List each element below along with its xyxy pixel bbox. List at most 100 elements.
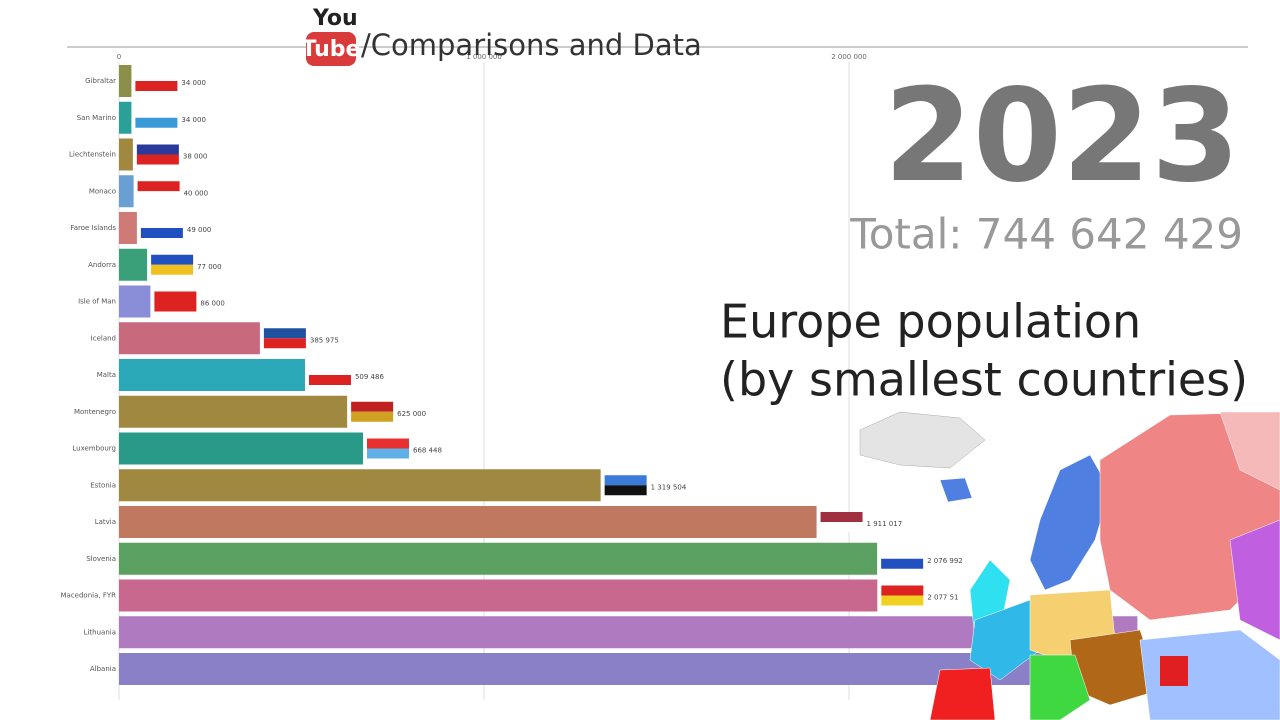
value-label: 38 000 — [183, 153, 208, 161]
flag-icon — [135, 117, 178, 128]
flag-icon — [151, 264, 194, 275]
flag-icon — [881, 595, 924, 606]
flag-icon — [820, 522, 863, 532]
bar — [119, 469, 601, 502]
year: 2023 — [884, 62, 1240, 211]
y-tick-label: Estonia — [90, 481, 116, 489]
map-shape — [1219, 411, 1280, 491]
flag-icon — [135, 107, 178, 118]
flag-icon — [308, 375, 351, 385]
bar — [119, 138, 133, 171]
value-label: 2 077 51 — [927, 594, 958, 602]
bar — [119, 212, 137, 244]
total: Total: 744 642 429 — [849, 210, 1243, 259]
y-tick-label: Albania — [90, 665, 116, 673]
bar — [119, 506, 817, 538]
map-shape — [939, 477, 973, 503]
y-tick-label: Monaco — [89, 187, 116, 195]
flag-icon — [1160, 656, 1188, 686]
flag-icon — [881, 585, 924, 596]
flag-icon — [366, 448, 409, 459]
value-label: 625 000 — [397, 410, 426, 418]
map-shape — [1229, 519, 1280, 641]
flag-icon — [351, 411, 394, 422]
chart-title: (by smallest countries) — [720, 353, 1248, 407]
y-tick-label: Faroe Islands — [70, 224, 116, 232]
value-label: 40 000 — [184, 189, 209, 197]
flag-icon — [136, 144, 179, 155]
bar — [119, 65, 132, 97]
y-tick-label: San Marino — [77, 114, 116, 122]
y-tick-label: Andorra — [88, 261, 116, 269]
flag-icon — [154, 291, 197, 302]
flag-icon — [135, 71, 178, 81]
flag-icon — [351, 401, 394, 412]
value-label: 49 000 — [187, 226, 212, 234]
y-tick-label: Macedonia, FYR — [61, 592, 117, 600]
flag-icon — [140, 228, 183, 238]
flag-icon — [151, 254, 194, 265]
x-tick-label: 1 000 000 — [466, 53, 502, 61]
map-shape — [1139, 629, 1280, 720]
logo-box — [306, 32, 356, 66]
flag-icon — [604, 485, 647, 496]
flag-icon — [263, 328, 306, 339]
y-tick-label: Isle of Man — [78, 298, 116, 306]
bar — [119, 616, 1138, 649]
bar — [119, 432, 363, 465]
value-label: 1 911 017 — [867, 520, 903, 528]
flag-icon — [136, 154, 179, 165]
map-shape — [859, 411, 986, 469]
logo: You Tube /Comparisons and Data — [302, 6, 702, 66]
flag-icon — [154, 301, 197, 312]
flag-icon — [308, 365, 351, 375]
y-tick-label: Lithuania — [84, 628, 116, 636]
value-label: 385 975 — [310, 336, 339, 344]
value-label: 668 448 — [413, 447, 442, 455]
map-shape — [929, 667, 996, 720]
flag-icon — [135, 81, 178, 91]
bar — [119, 248, 148, 281]
flag-icon — [820, 512, 863, 522]
value-label: 34 000 — [181, 79, 206, 87]
flag-icon — [140, 218, 183, 228]
y-tick-label: Gibraltar — [85, 77, 116, 85]
bar — [119, 395, 348, 428]
value-label: 509 486 — [355, 373, 384, 381]
flag-icon — [366, 438, 409, 449]
bar — [119, 101, 132, 134]
value-label: 34 000 — [181, 116, 206, 124]
channel-name: /Comparisons and Data — [361, 28, 702, 62]
value-label: 2 076 992 — [927, 557, 963, 565]
flag-icon — [881, 548, 924, 559]
flag-icon — [263, 338, 306, 349]
y-tick-label: Luxembourg — [72, 445, 116, 453]
map-shape — [1029, 454, 1111, 591]
bar — [119, 359, 305, 391]
flag-icon — [137, 181, 180, 192]
bars: Gibraltar 34 000 San Marino 34 000 Liechtens… — [61, 65, 1171, 685]
y-tick-label: Montenegro — [74, 408, 116, 416]
bar — [119, 579, 878, 612]
value-label: 77 000 — [197, 263, 222, 271]
bar — [119, 285, 151, 318]
value-label: 1 319 504 — [651, 483, 687, 491]
bar — [119, 542, 878, 575]
y-tick-label: Iceland — [91, 334, 116, 342]
map-shape — [969, 599, 1041, 681]
y-tick-label: Slovenia — [86, 555, 116, 563]
y-tick-label: Malta — [97, 371, 116, 379]
logo-text: You — [312, 6, 358, 31]
europe-map — [859, 411, 1280, 720]
x-tick-label: 2 000 000 — [831, 53, 867, 61]
x-tick-label: 0 — [117, 53, 121, 61]
bar — [119, 175, 134, 208]
value-label: 86 000 — [200, 300, 225, 308]
flag-icon — [604, 475, 647, 486]
y-tick-label: Liechtenstein — [69, 151, 116, 159]
y-tick-label: Latvia — [95, 518, 116, 526]
logo-text: Tube — [302, 37, 361, 62]
flag-icon — [137, 191, 180, 202]
